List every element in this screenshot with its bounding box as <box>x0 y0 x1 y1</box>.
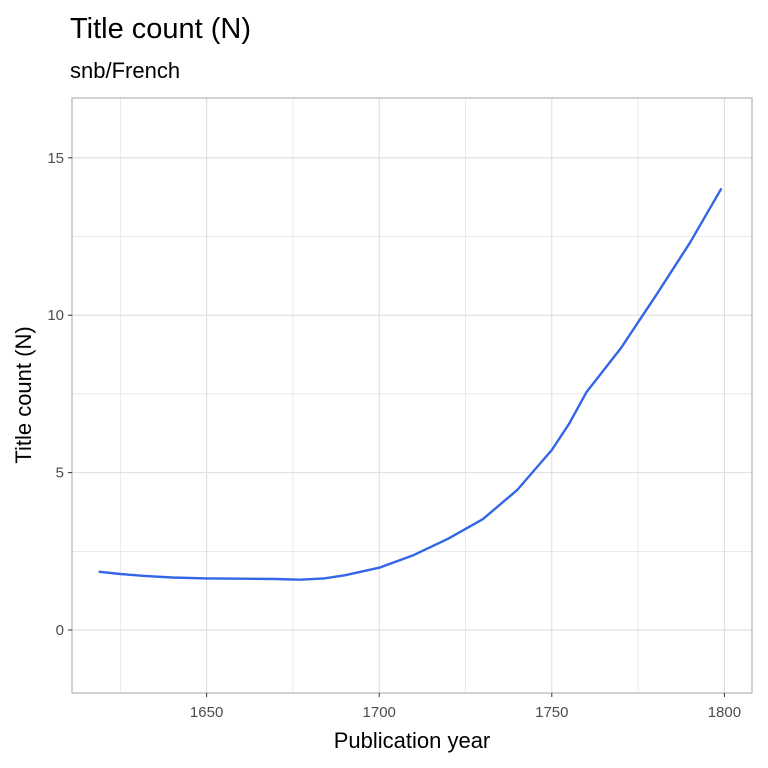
y-axis-ticks: 0 5 10 15 <box>47 150 72 639</box>
y-tick-label: 5 <box>56 465 64 482</box>
x-axis-ticks: 1650 1700 1750 1800 <box>190 693 741 721</box>
chart-title: Title count (N) <box>70 13 251 45</box>
y-tick-label: 0 <box>56 622 64 639</box>
series-group <box>98 188 723 581</box>
minor-gridlines <box>72 98 752 693</box>
x-tick-label: 1700 <box>363 704 396 721</box>
chart-subtitle: snb/French <box>70 58 180 83</box>
y-tick-label: 15 <box>47 150 64 167</box>
y-axis-title: Title count (N) <box>11 326 36 463</box>
x-tick-label: 1650 <box>190 704 223 721</box>
y-tick-label: 10 <box>47 307 64 324</box>
series-line <box>98 188 723 581</box>
x-tick-label: 1750 <box>535 704 568 721</box>
major-gridlines <box>72 98 752 693</box>
x-tick-label: 1800 <box>708 704 741 721</box>
panel-border <box>71 97 753 694</box>
x-axis-title: Publication year <box>334 728 491 753</box>
